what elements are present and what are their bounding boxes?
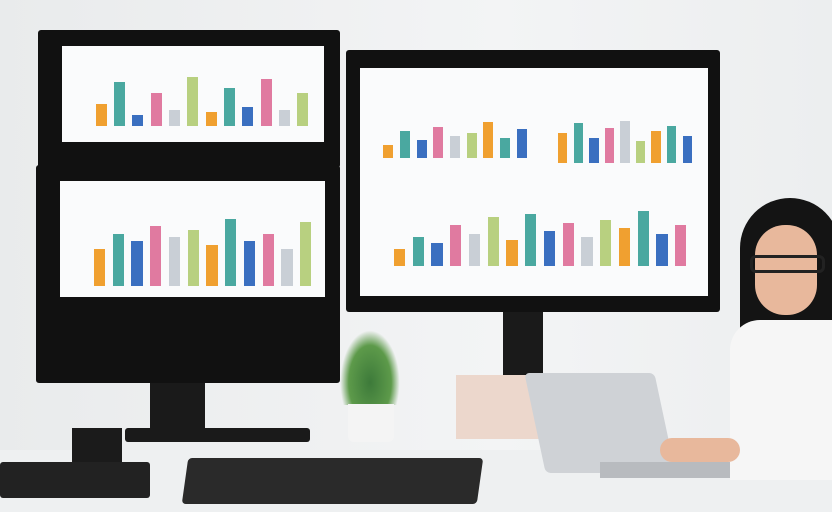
screen-right: [360, 68, 708, 296]
chart-bar: [281, 248, 293, 286]
chart-bar: [168, 237, 180, 286]
person-hand: [660, 438, 740, 462]
chart-bar: [150, 93, 162, 126]
chart-bar: [300, 222, 312, 286]
chart-bar: [114, 82, 125, 126]
chart-bar: [400, 131, 410, 158]
bar-chart: [380, 113, 530, 158]
chart-bar: [225, 218, 237, 286]
keyboard: [181, 458, 484, 504]
chart-bar: [525, 213, 537, 266]
chart-bar: [416, 140, 427, 158]
chart-bar: [187, 76, 199, 126]
chart-bar: [500, 137, 510, 158]
chart-bar: [604, 128, 615, 163]
monitor-base-left: [125, 428, 310, 442]
chart-bar: [506, 239, 518, 266]
chart-bar: [112, 233, 124, 286]
bar-chart: [92, 71, 312, 126]
chart-bar: [260, 79, 272, 126]
chart-bar: [433, 126, 444, 158]
bar-chart: [90, 211, 315, 286]
chart-bar: [635, 140, 646, 163]
bar-chart: [555, 113, 695, 163]
chart-bar: [450, 225, 462, 266]
chart-bar: [651, 130, 661, 163]
chart-bar: [206, 244, 218, 286]
chart-bar: [224, 87, 235, 126]
person-shirt: [730, 320, 832, 480]
monitor-stand-left: [150, 383, 205, 433]
chart-bar: [620, 120, 630, 163]
chart-bar: [93, 248, 105, 286]
glasses: [750, 255, 825, 273]
chart-bar: [637, 210, 649, 266]
tablet: [0, 462, 150, 498]
chart-bar: [483, 122, 494, 158]
chart-bar: [468, 234, 480, 266]
chart-bar: [682, 135, 692, 163]
chart-bar: [243, 241, 255, 286]
chart-bar: [383, 144, 394, 158]
chart-bar: [150, 226, 162, 286]
chart-bar: [205, 112, 217, 126]
laptop: [524, 373, 676, 473]
chart-bar: [516, 128, 527, 158]
chart-bar: [618, 228, 630, 266]
chart-bar: [132, 115, 144, 126]
bar-chart: [390, 208, 690, 266]
plant-pot: [348, 404, 394, 442]
chart-bar: [242, 106, 254, 126]
screen-top-left: [62, 46, 324, 142]
chart-bar: [667, 125, 677, 163]
chart-bar: [297, 93, 309, 126]
chart-bar: [589, 138, 599, 163]
chart-bar: [466, 133, 477, 158]
chart-bar: [487, 216, 499, 266]
monitor-stand-right: [503, 312, 543, 378]
chart-bar: [450, 135, 460, 158]
monitor-top-left: [38, 30, 340, 168]
chart-bar: [393, 248, 405, 266]
chart-bar: [187, 229, 199, 286]
chart-bar: [558, 133, 568, 163]
chart-bar: [95, 104, 107, 126]
chart-bar: [169, 109, 180, 126]
chart-bar: [656, 234, 668, 266]
chart-bar: [262, 233, 274, 286]
chart-bar: [412, 237, 424, 266]
plant: [340, 330, 400, 405]
laptop-base: [600, 462, 750, 478]
chart-bar: [600, 219, 612, 266]
screen-bottom-left: [60, 181, 325, 297]
chart-bar: [675, 225, 687, 266]
chart-bar: [562, 222, 574, 266]
monitor-bottom-left: [36, 165, 340, 383]
chart-bar: [131, 241, 143, 286]
monitor-right: [346, 50, 720, 312]
chart-bar: [543, 231, 555, 266]
chart-bar: [573, 123, 583, 163]
chart-bar: [431, 242, 443, 266]
chart-bar: [279, 109, 290, 126]
chart-bar: [581, 237, 593, 266]
